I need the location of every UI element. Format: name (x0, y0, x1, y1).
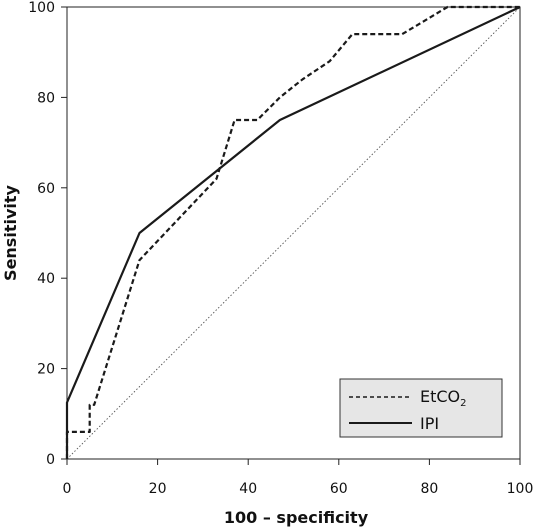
y-tick-label: 20 (37, 362, 55, 378)
series-layer (65, 5, 521, 459)
x-axis-ticks: 0 20 40 60 80 100 (63, 459, 533, 497)
y-axis-label: Sensitivity (1, 184, 20, 280)
x-tick-label: 20 (149, 481, 167, 497)
legend-label-ipi: IPI (420, 414, 439, 433)
y-tick-label: 80 (37, 90, 55, 106)
x-tick-label: 60 (330, 481, 348, 497)
y-axis-ticks: 0 20 40 60 80 100 (28, 0, 67, 468)
x-axis-label: 100 – specificity (224, 508, 369, 527)
plot-frame (66, 6, 521, 460)
x-tick-label: 80 (420, 481, 438, 497)
legend-label-etco2-base: EtCO (420, 387, 460, 406)
x-tick-label: 0 (63, 481, 72, 497)
chance-diagonal-line (66, 6, 521, 460)
legend-box (339, 378, 503, 438)
legend-label-etco2: EtCO2 (420, 387, 467, 409)
reference-line-layer (66, 6, 521, 460)
plot-border (66, 6, 521, 460)
legend: EtCO2 IPI (339, 378, 503, 438)
legend-label-etco2-subscript: 2 (460, 398, 466, 409)
series-line-etco2 (65, 5, 520, 459)
y-tick-label: 60 (37, 181, 55, 197)
y-tick-label: 100 (28, 0, 55, 16)
y-tick-label: 0 (46, 452, 55, 468)
y-tick-label: 40 (37, 271, 55, 287)
series-line-ipi (65, 6, 521, 459)
x-tick-label: 100 (507, 481, 533, 497)
x-tick-label: 40 (239, 481, 257, 497)
